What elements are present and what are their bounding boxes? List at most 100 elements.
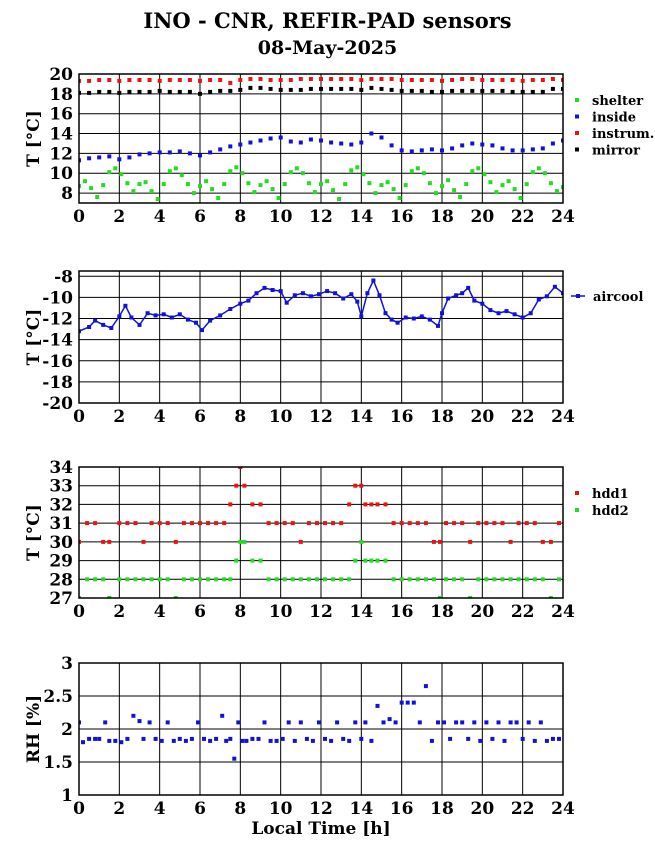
chart-title: INO - CNR, REFIR-PAD sensors [143, 8, 512, 33]
data-point-RH [268, 738, 273, 743]
data-point-RH [196, 720, 200, 725]
data-point-RH [137, 719, 142, 724]
data-point-aircool [440, 311, 444, 316]
data-point-instrum [399, 78, 404, 82]
data-point-RH [236, 720, 241, 725]
data-point-hdd2 [141, 577, 146, 582]
data-point-shelter [482, 172, 487, 177]
y-tick-label: 28 [49, 570, 73, 590]
data-point-hdd1 [141, 539, 146, 544]
data-point-mirror [208, 89, 213, 94]
data-point-instrum [137, 78, 142, 82]
data-point-RH [292, 738, 297, 743]
data-point-inside [198, 153, 202, 158]
data-point-shelter [107, 170, 112, 175]
data-point-inside [258, 138, 263, 143]
data-point-RH [310, 738, 315, 743]
data-point-hdd2 [315, 577, 319, 582]
data-point-hdd1 [476, 521, 481, 526]
data-point-RH [125, 736, 130, 741]
data-point-shelter [331, 188, 336, 193]
data-point-RH [304, 736, 309, 741]
data-point-hdd1 [198, 521, 202, 526]
data-point-RH [538, 720, 543, 725]
data-point-shelter [337, 197, 342, 201]
data-point-hdd1 [383, 502, 388, 507]
data-point-mirror [530, 89, 535, 94]
data-point-shelter [270, 187, 275, 192]
data-point-instrum [520, 78, 525, 83]
data-point-hdd1 [214, 521, 219, 526]
data-point-mirror [561, 86, 563, 91]
legend-marker-instrum [575, 131, 579, 135]
data-point-hdd2 [214, 577, 219, 582]
data-point-hdd1 [93, 521, 98, 526]
data-point-inside [409, 149, 414, 154]
data-point-inside [329, 140, 334, 145]
data-point-RH [436, 720, 440, 725]
data-point-RH [490, 736, 495, 741]
data-point-instrum [79, 78, 81, 83]
data-point-instrum [127, 78, 132, 82]
data-point-RH [532, 738, 537, 743]
y-tick-label: 18 [49, 85, 73, 105]
data-point-RH [353, 720, 358, 725]
data-point-shelter [312, 190, 317, 195]
data-point-hdd1 [165, 521, 170, 526]
data-point-instrum [540, 78, 545, 82]
y-tick-label: 14 [49, 125, 73, 145]
x-tick-label: 24 [551, 407, 575, 427]
data-point-mirror [218, 88, 223, 93]
data-point-inside [278, 135, 283, 140]
x-tick-label: 18 [430, 799, 454, 819]
data-point-hdd2 [149, 577, 154, 582]
data-point-hdd2 [258, 558, 263, 563]
x-tick-label: 22 [511, 602, 535, 622]
data-point-instrum [500, 78, 505, 82]
data-point-mirror [308, 86, 313, 91]
data-point-RH [544, 738, 549, 743]
data-point-mirror [490, 88, 495, 93]
data-point-RH [274, 738, 279, 743]
data-point-shelter [101, 183, 106, 188]
data-point-hdd1 [468, 539, 473, 544]
y-tick-label: 33 [49, 477, 73, 497]
data-point-shelter [216, 196, 221, 200]
data-point-instrum [550, 77, 555, 81]
data-point-aircool [208, 318, 213, 323]
data-point-hdd2 [492, 577, 497, 582]
data-point-instrum [510, 78, 515, 82]
data-point-aircool [317, 292, 321, 297]
x-tick-label: 20 [470, 407, 494, 427]
data-point-RH [81, 740, 85, 745]
data-point-RH [423, 684, 428, 689]
data-point-hdd2 [79, 596, 81, 598]
data-point-inside [530, 147, 535, 152]
data-point-hdd1 [266, 521, 271, 526]
data-point-hdd1 [101, 539, 106, 544]
legend-marker-hdd2 [575, 508, 579, 512]
x-tick-label: 16 [390, 602, 414, 622]
data-point-aircool [454, 293, 459, 298]
data-point-instrum [268, 78, 273, 82]
data-point-hdd2 [516, 577, 521, 582]
data-point-RH [359, 736, 364, 741]
data-point-hdd1 [274, 521, 279, 526]
data-layer [79, 278, 563, 334]
data-point-aircool [395, 320, 400, 325]
data-point-hdd1 [516, 521, 521, 526]
data-point-aircool [544, 294, 549, 299]
data-point-aircool [109, 326, 114, 330]
y-axis-label: RH [%] [24, 695, 44, 763]
data-point-hdd2 [93, 577, 98, 582]
data-point-shelter [506, 179, 511, 184]
data-point-instrum [147, 78, 152, 82]
data-point-hdd2 [228, 577, 233, 582]
data-point-hdd2 [444, 577, 448, 582]
y-axis-label: T [°C] [24, 110, 44, 167]
data-point-aircool [496, 311, 501, 316]
x-tick-label: 22 [511, 407, 535, 427]
data-point-shelter [518, 196, 523, 200]
data-point-instrum [429, 78, 434, 82]
